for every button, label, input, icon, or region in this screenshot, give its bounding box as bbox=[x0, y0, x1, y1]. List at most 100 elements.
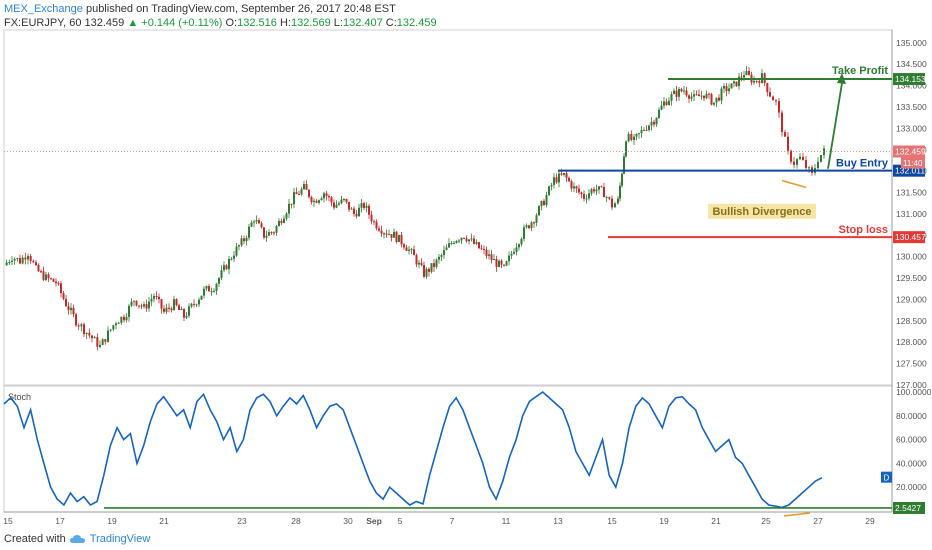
candle-body bbox=[383, 233, 385, 235]
bullish-divergence-label: Bullish Divergence bbox=[712, 206, 811, 218]
candle-body bbox=[248, 226, 250, 238]
candle-body bbox=[378, 228, 380, 231]
candle-body bbox=[128, 305, 130, 317]
candle-body bbox=[633, 136, 635, 141]
candle-body bbox=[333, 202, 335, 208]
candle-body bbox=[408, 249, 410, 251]
time-tick-label: 21 bbox=[159, 516, 169, 526]
candle-body bbox=[766, 83, 769, 93]
bullish-divergence-box bbox=[708, 203, 816, 219]
candle-body bbox=[700, 95, 703, 97]
candle-body bbox=[808, 167, 810, 169]
time-tick-label: 25 bbox=[761, 516, 771, 526]
candle-body bbox=[55, 281, 57, 284]
annotations: Bullish Divergence bbox=[708, 73, 846, 219]
price-axis: 135.000134.500134.000133.500133.000132.5… bbox=[896, 38, 927, 390]
candle-body bbox=[67, 306, 70, 311]
candle-body bbox=[265, 235, 268, 238]
candle-body bbox=[72, 307, 75, 315]
tradingview-brand[interactable]: TradingView bbox=[89, 533, 151, 545]
candle-body bbox=[52, 278, 55, 282]
stop-loss-price: 130.457 bbox=[895, 232, 926, 242]
candle-body bbox=[796, 159, 798, 165]
candle-body bbox=[560, 173, 563, 175]
candle-body bbox=[458, 240, 460, 242]
candle-body bbox=[138, 305, 140, 307]
candle-body bbox=[165, 307, 168, 312]
candle-body bbox=[145, 304, 148, 309]
candle-body bbox=[275, 226, 278, 233]
candle-body bbox=[520, 238, 523, 245]
candle-body bbox=[193, 303, 195, 305]
candle-body bbox=[733, 81, 735, 84]
candle-body bbox=[300, 189, 303, 195]
candle-body bbox=[490, 254, 493, 260]
time-tick-label: 7 bbox=[450, 516, 455, 526]
candle-body bbox=[478, 242, 480, 249]
candle-body bbox=[19, 258, 21, 264]
candle-body bbox=[288, 203, 290, 214]
candle-body bbox=[784, 132, 786, 137]
candle-body bbox=[570, 181, 573, 189]
candle-body bbox=[668, 100, 670, 106]
candle-body bbox=[363, 203, 365, 208]
candle-body bbox=[280, 220, 283, 223]
candle-body bbox=[245, 237, 248, 242]
candle-body bbox=[575, 186, 578, 189]
candle-body bbox=[518, 244, 520, 248]
candle-body bbox=[525, 225, 528, 228]
candle-body bbox=[475, 242, 478, 244]
candle-body bbox=[535, 215, 538, 223]
publisher-link[interactable]: MEX_Exchange bbox=[4, 3, 83, 15]
candle-body bbox=[203, 288, 205, 296]
candle-body bbox=[448, 243, 450, 248]
candle-body bbox=[460, 237, 463, 241]
candle-body bbox=[593, 189, 595, 192]
stoch-tick-label: 100.0000 bbox=[896, 387, 932, 397]
candle-body bbox=[220, 270, 223, 279]
target-arrow-line bbox=[827, 82, 843, 169]
candle-body bbox=[693, 94, 695, 97]
candle-body bbox=[112, 325, 115, 330]
candle-body bbox=[218, 278, 220, 284]
candle-body bbox=[65, 298, 67, 307]
candle-body bbox=[710, 94, 713, 105]
candle-body bbox=[488, 254, 490, 256]
time-tick-label: 27 bbox=[813, 516, 823, 526]
candle-body bbox=[183, 309, 185, 318]
candle-body bbox=[498, 260, 500, 267]
candle-body bbox=[325, 193, 328, 197]
candle-body bbox=[713, 102, 715, 105]
candle-body bbox=[188, 306, 190, 316]
stoch-tick-label: 40.0000 bbox=[896, 458, 927, 468]
candle-body bbox=[395, 231, 398, 242]
candle-body bbox=[510, 253, 513, 256]
candle-body bbox=[820, 155, 822, 162]
candle-body bbox=[42, 271, 45, 280]
stoch-axis: 100.0000 80.0000 60.0000 40.0000 20.0000 bbox=[896, 387, 932, 492]
candle-body bbox=[670, 94, 673, 101]
countdown: 11:40 bbox=[903, 159, 923, 168]
symbol-label[interactable]: FX:EURJPY, 60 bbox=[4, 17, 82, 29]
candle-body bbox=[318, 200, 320, 203]
candle-body bbox=[388, 234, 390, 236]
cloud-icon bbox=[69, 535, 85, 543]
time-tick-label: 5 bbox=[398, 516, 403, 526]
stoch-marker-badge bbox=[881, 471, 892, 483]
candle-body bbox=[210, 291, 213, 293]
price-divergence-line bbox=[781, 179, 807, 189]
candle-body bbox=[485, 249, 488, 256]
candle-body bbox=[663, 101, 665, 106]
candle-body bbox=[120, 316, 123, 323]
candle-body bbox=[260, 223, 263, 228]
time-tick-label: 21 bbox=[711, 516, 721, 526]
candle-body bbox=[695, 94, 698, 96]
candle-body bbox=[270, 232, 273, 234]
candle-body bbox=[283, 218, 285, 223]
candle-body bbox=[545, 194, 548, 206]
time-tick-label: 19 bbox=[107, 516, 117, 526]
candle-body bbox=[573, 186, 575, 189]
candle-body bbox=[617, 198, 619, 204]
candle-body bbox=[817, 161, 819, 169]
